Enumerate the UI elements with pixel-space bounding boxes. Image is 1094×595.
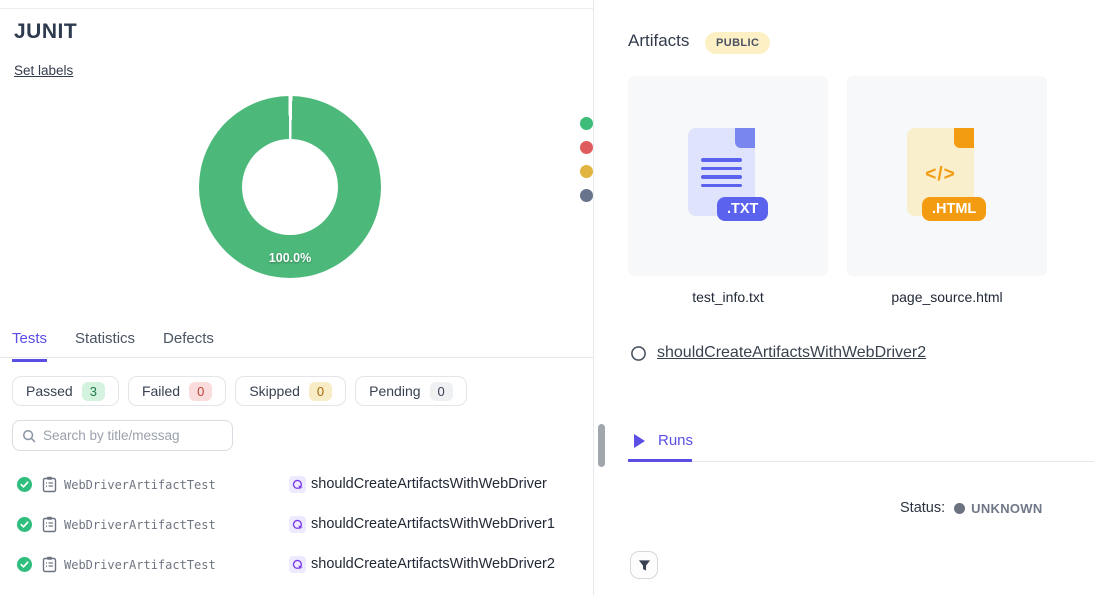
artifact-card-html[interactable]: </> .HTML — [847, 76, 1047, 276]
clipboard-icon — [42, 476, 57, 498]
filter-passed-count: 3 — [81, 381, 105, 401]
suite-name: WebDriverArtifactTest — [64, 478, 216, 492]
caret-right-icon — [634, 433, 645, 448]
filter-failed[interactable]: Failed 0 — [127, 376, 227, 406]
filter-skipped-label: Skipped — [249, 383, 300, 399]
passed-check-icon — [17, 477, 32, 497]
filter-passed-label: Passed — [26, 383, 73, 399]
artifacts-drawer: Artifacts PUBLIC .TXT test_info.txt </> … — [605, 0, 1094, 595]
tab-tests[interactable]: Tests — [12, 330, 48, 362]
test-name-link[interactable]: shouldCreateArtifactsWithWebDriver — [311, 476, 547, 492]
report-tabs: Tests Statistics Defects — [12, 330, 214, 362]
linked-test-link[interactable]: shouldCreateArtifactsWithWebDriver2 — [657, 344, 927, 361]
test-status-circle-icon — [630, 345, 647, 362]
filter-pending-label: Pending — [369, 383, 421, 399]
results-donut-chart[interactable]: 100.0% — [199, 96, 381, 278]
test-target-icon — [289, 516, 306, 533]
page-title: JUNIT — [14, 20, 78, 43]
html-ext-badge: .HTML — [922, 197, 987, 221]
set-labels-link[interactable]: Set labels — [14, 63, 74, 78]
runs-divider — [630, 461, 1094, 462]
status-label: Status: — [900, 500, 946, 516]
search-icon — [22, 429, 36, 443]
artifact-filename: test_info.txt — [692, 289, 764, 305]
scrollbar-thumb[interactable] — [598, 424, 605, 467]
filter-pending-count: 0 — [429, 381, 453, 401]
legend-dot-skipped[interactable] — [580, 165, 593, 178]
passed-check-icon — [17, 517, 32, 537]
status-row: Status: UNKNOWN — [900, 500, 1043, 516]
runs-label: Runs — [658, 432, 694, 449]
runs-toggle[interactable]: Runs — [634, 432, 693, 449]
legend-dot-passed[interactable] — [580, 117, 593, 130]
public-badge: PUBLIC — [705, 32, 771, 54]
search-box — [12, 420, 233, 451]
chart-legend — [580, 117, 593, 213]
donut-percent-label: 100.0% — [268, 251, 312, 265]
filter-skipped-count: 0 — [308, 381, 333, 401]
search-input[interactable] — [43, 428, 223, 443]
test-target-icon — [289, 476, 306, 493]
status-dot-icon — [954, 502, 966, 514]
runs-active-underline — [628, 459, 692, 462]
filter-failed-label: Failed — [141, 383, 181, 399]
suite-name: WebDriverArtifactTest — [64, 558, 216, 572]
filter-pending[interactable]: Pending 0 — [355, 376, 467, 406]
legend-dot-failed[interactable] — [580, 141, 593, 154]
tab-defects[interactable]: Defects — [163, 330, 214, 347]
suite-name: WebDriverArtifactTest — [64, 518, 216, 532]
linked-test-row: shouldCreateArtifactsWithWebDriver2 — [630, 344, 926, 362]
status-filters: Passed 3 Failed 0 Skipped 0 Pending 0 — [12, 376, 467, 406]
tab-statistics[interactable]: Statistics — [75, 330, 136, 347]
filter-failed-count: 0 — [189, 381, 213, 401]
report-panel: JUNIT Set labels 100.0% Tests Statistics… — [0, 8, 600, 576]
legend-dot-pending[interactable] — [580, 189, 593, 202]
clipboard-icon — [42, 556, 57, 578]
panel-divider — [593, 0, 594, 595]
test-target-icon — [289, 556, 306, 573]
top-divider — [0, 8, 593, 9]
test-name-link[interactable]: shouldCreateArtifactsWithWebDriver2 — [311, 556, 555, 572]
clipboard-icon — [42, 516, 57, 538]
test-row[interactable]: WebDriverArtifactTest shouldCreateArtifa… — [0, 474, 600, 496]
test-row[interactable]: WebDriverArtifactTest shouldCreateArtifa… — [0, 554, 600, 576]
tabs-divider — [0, 357, 593, 358]
code-glyph: </> — [925, 164, 956, 185]
artifact-card-txt[interactable]: .TXT — [628, 76, 828, 276]
filter-button[interactable] — [630, 551, 658, 579]
filter-skipped[interactable]: Skipped 0 — [235, 376, 347, 406]
passed-check-icon — [17, 557, 32, 577]
artifact-filename: page_source.html — [891, 289, 1003, 305]
status-badge: UNKNOWN — [971, 500, 1043, 516]
donut-hole — [242, 139, 338, 235]
filter-passed[interactable]: Passed 3 — [12, 376, 119, 406]
artifacts-title: Artifacts — [628, 31, 690, 50]
txt-ext-badge: .TXT — [717, 197, 769, 221]
test-name-link[interactable]: shouldCreateArtifactsWithWebDriver1 — [311, 516, 555, 532]
funnel-icon — [638, 559, 651, 572]
test-row[interactable]: WebDriverArtifactTest shouldCreateArtifa… — [0, 514, 600, 536]
